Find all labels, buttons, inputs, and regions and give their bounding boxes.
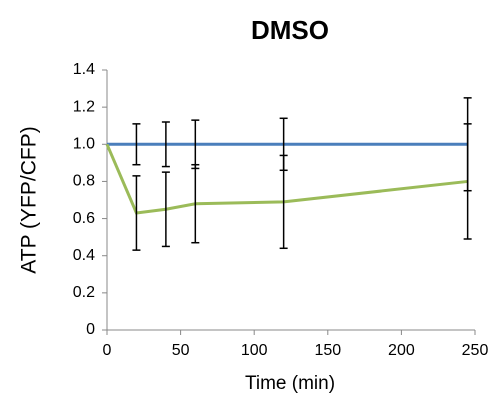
error-bar: [132, 123, 141, 166]
error-bar: [161, 171, 170, 248]
y-tick-label: 0.8: [73, 173, 95, 190]
line: [105, 143, 468, 215]
x-tick-label: 200: [388, 342, 415, 359]
y-axis-label: ATP (YFP/CFP): [18, 126, 41, 273]
error-bar: [132, 175, 141, 251]
chart-title: DMSO: [251, 15, 329, 45]
error-bar: [279, 154, 288, 250]
x-tick-label: 0: [103, 342, 112, 359]
y-tick-label: 0: [86, 321, 95, 338]
y-tick-label: 1.4: [73, 61, 95, 78]
x-tick-label: 250: [462, 342, 489, 359]
error-bar: [463, 123, 472, 240]
y-tick-label: 1.0: [73, 136, 95, 153]
error-bar: [191, 163, 200, 244]
y-tick-label: 0.6: [73, 210, 95, 227]
error-bar: [161, 121, 170, 168]
y-tick-label: 1.2: [73, 98, 95, 115]
x-tick-label: 150: [314, 342, 341, 359]
x-axis-label: Time (min): [245, 373, 335, 394]
x-tick-label: 100: [241, 342, 268, 359]
y-tick-label: 0.4: [73, 247, 95, 264]
x-tick-label: 50: [172, 342, 190, 359]
y-tick-label: 0.2: [73, 284, 95, 301]
